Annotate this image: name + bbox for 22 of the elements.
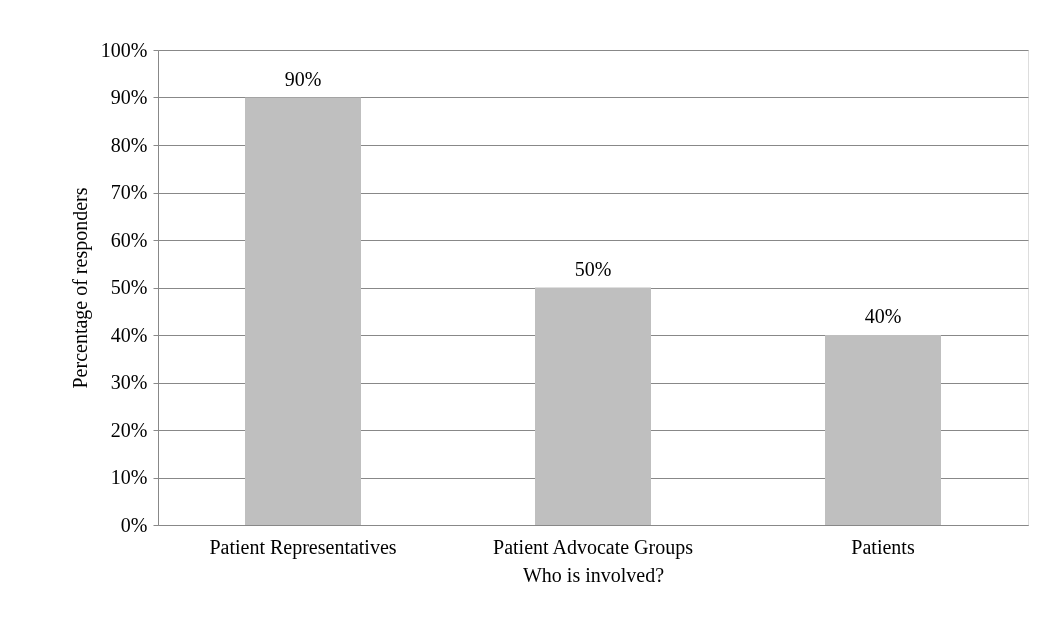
y-tick-label: 70% [110,181,148,203]
x-tick-label: Patients [851,535,915,558]
x-tick-label: Patient Representatives [209,535,397,559]
data-label: 50% [574,257,612,280]
x-tick-label: Patient Advocate Groups [493,535,694,559]
y-tick-label: 20% [110,418,148,441]
y-tick-label: 10% [110,466,148,488]
y-tick-label: 80% [110,133,148,156]
y-tick-label: 40% [110,323,148,346]
y-tick-label: 30% [110,371,148,393]
data-label: 40% [864,305,902,327]
x-axis-title: Who is involved? [522,563,665,586]
y-tick-label: 0% [120,513,148,536]
y-tick-label: 50% [110,276,148,298]
bar [535,287,651,525]
y-tick-label: 100% [100,38,148,61]
bar [245,97,361,525]
y-tick-label: 90% [110,86,148,108]
y-axis-title: Percentage of responders [68,187,92,389]
y-tick-label: 60% [110,228,148,251]
bar [825,335,941,525]
data-label: 90% [284,67,322,90]
